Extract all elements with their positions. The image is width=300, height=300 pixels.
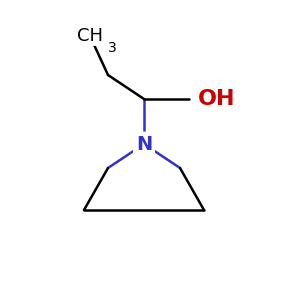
Text: 3: 3 (108, 41, 117, 55)
Text: OH: OH (198, 89, 236, 109)
Text: N: N (136, 134, 152, 154)
Text: CH: CH (77, 27, 103, 45)
